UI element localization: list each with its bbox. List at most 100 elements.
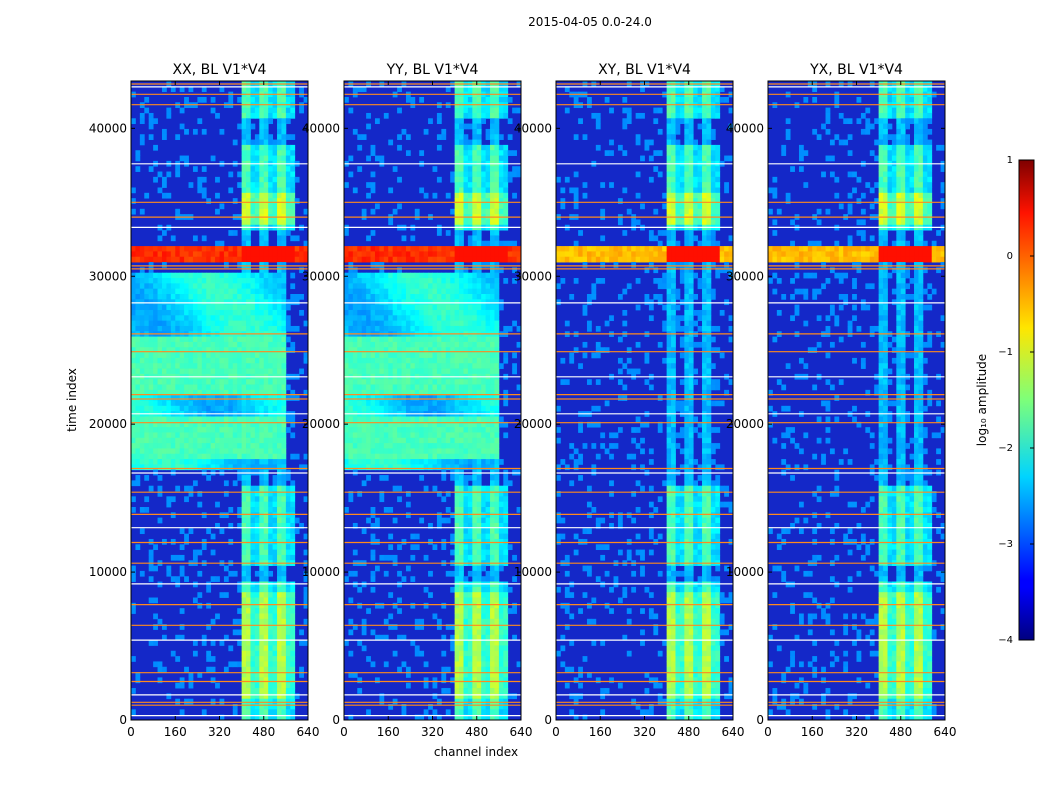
heatmap-cell <box>494 230 500 236</box>
heatmap-cell <box>485 528 491 535</box>
heatmap-cell <box>348 432 354 439</box>
heatmap-cell <box>485 352 491 359</box>
heatmap-cell <box>463 544 469 551</box>
heatmap-cell <box>485 400 491 407</box>
heatmap-cell <box>201 357 207 364</box>
heatmap-cell <box>388 443 394 449</box>
heatmap-cell <box>467 235 473 242</box>
heatmap-cell <box>476 432 482 439</box>
heatmap-cell <box>494 155 500 162</box>
heatmap-cell <box>144 443 150 449</box>
heatmap-cell <box>135 294 141 300</box>
heatmap-cell <box>303 320 309 327</box>
heatmap-cell <box>481 443 486 449</box>
heatmap-cell <box>161 459 167 465</box>
heatmap-cell <box>246 656 251 662</box>
heatmap-cell <box>153 357 158 364</box>
heatmap-cell <box>135 443 141 449</box>
heatmap-cell <box>419 363 425 369</box>
heatmap-cell <box>219 304 225 311</box>
heatmap-cell <box>246 586 251 593</box>
heatmap-cell <box>405 384 411 391</box>
heatmap-cell <box>206 309 212 316</box>
heatmap-cell <box>277 262 282 268</box>
heatmap-cell <box>490 437 495 444</box>
heatmap-cell <box>254 464 260 471</box>
heatmap-cell <box>197 602 203 609</box>
heatmap-cell <box>370 389 376 396</box>
heatmap-cell <box>454 182 460 188</box>
heatmap-cell <box>161 416 167 423</box>
heatmap-cell <box>131 379 136 385</box>
heatmap-cell <box>254 624 260 630</box>
heatmap-cell <box>348 496 354 503</box>
heatmap-cell <box>241 208 247 215</box>
heatmap-cell <box>153 325 158 332</box>
heatmap-cell <box>361 208 367 215</box>
heatmap-cell <box>419 379 425 385</box>
heatmap-cell <box>481 262 486 268</box>
heatmap-cell <box>423 294 429 300</box>
heatmap-cell <box>494 267 500 274</box>
heatmap-cell <box>254 491 260 497</box>
heatmap-cell <box>246 198 251 204</box>
heatmap-cell <box>401 437 407 444</box>
heatmap-cell <box>494 235 500 242</box>
heatmap-cell <box>441 544 447 551</box>
heatmap-cell <box>263 187 269 194</box>
heatmap-cell <box>494 272 500 279</box>
heatmap-cell <box>476 448 482 455</box>
heatmap-cell <box>135 352 141 359</box>
heatmap-cell <box>410 432 416 439</box>
heatmap-cell <box>507 246 513 252</box>
heatmap-cell <box>441 325 447 332</box>
heatmap-cell <box>259 134 265 140</box>
heatmap-cell <box>454 341 460 348</box>
heatmap-cell <box>254 528 260 535</box>
heatmap-cell <box>232 480 238 487</box>
heatmap-cell <box>481 565 486 572</box>
heatmap-cell <box>259 602 265 609</box>
heatmap-cell <box>388 379 394 385</box>
heatmap-cell <box>250 256 256 263</box>
heatmap-cell <box>472 288 478 295</box>
heatmap-cell <box>250 299 256 306</box>
heatmap-cell <box>215 294 220 300</box>
heatmap-cell <box>361 256 367 263</box>
heatmap-cell <box>361 294 367 300</box>
heatmap-cell <box>246 491 251 497</box>
heatmap-cell <box>361 384 367 391</box>
heatmap-cell <box>188 309 194 316</box>
heatmap-cell <box>374 405 380 412</box>
heatmap-cell <box>272 624 278 630</box>
heatmap-cell <box>459 368 464 375</box>
heatmap-cell <box>423 309 429 316</box>
heatmap-cell <box>344 278 349 284</box>
heatmap-cell <box>503 166 509 172</box>
heatmap-cell <box>388 427 394 433</box>
heatmap-cell <box>410 554 416 561</box>
heatmap-cell <box>197 443 203 449</box>
heatmap-cell <box>450 475 456 481</box>
heatmap-cell <box>503 538 509 545</box>
heatmap-cell <box>463 416 469 423</box>
heatmap-cell <box>131 437 136 444</box>
heatmap-cell <box>366 309 371 316</box>
heatmap-cell <box>414 421 420 428</box>
heatmap-cell <box>241 166 247 172</box>
heatmap-cell <box>246 171 251 178</box>
heatmap-cell <box>374 325 380 332</box>
heatmap-cell <box>419 325 425 332</box>
heatmap-cell <box>206 341 212 348</box>
heatmap-cell <box>192 427 198 433</box>
heatmap-cell <box>366 432 371 439</box>
heatmap-cell <box>157 341 163 348</box>
heatmap-cell <box>254 496 260 503</box>
heatmap-cell <box>246 618 251 625</box>
heatmap-cell <box>445 336 451 343</box>
heatmap-cell <box>463 501 469 508</box>
heatmap-cell <box>228 352 234 359</box>
heatmap-cell <box>206 336 212 343</box>
heatmap-cell <box>401 389 407 396</box>
heatmap-cell <box>472 235 478 242</box>
